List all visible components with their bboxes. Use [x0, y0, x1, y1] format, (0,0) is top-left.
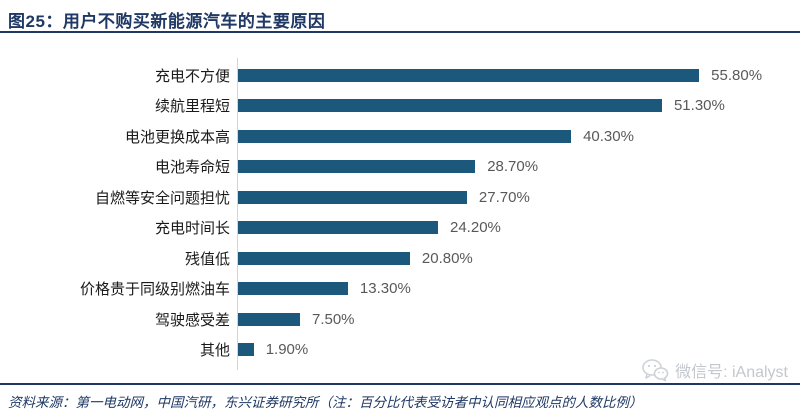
bar: [238, 160, 476, 174]
watermark: 微信号: iAnalyst: [641, 358, 788, 382]
category-label: 续航里程短: [154, 98, 230, 116]
category-label: 充电时间长: [154, 220, 230, 238]
bar-plot-area: 28.70%: [237, 152, 800, 183]
value-label: 55.80%: [711, 66, 763, 84]
bar-plot-area: 24.20%: [237, 213, 800, 244]
watermark-label: 微信号: iAnalyst: [675, 364, 788, 381]
bar-plot-area: 20.80%: [237, 243, 800, 274]
category-label: 其他: [199, 342, 230, 360]
bar-plot-area: 13.30%: [237, 274, 800, 305]
bar-row: 电池寿命短 28.70%: [0, 152, 800, 183]
category-label: 电池寿命短: [154, 159, 230, 177]
value-label: 28.70%: [487, 158, 539, 176]
bar: [238, 129, 572, 143]
bar: [238, 343, 254, 357]
category-label: 电池更换成本高: [124, 128, 230, 146]
bar-row: 价格贵于同级别燃油车 13.30%: [0, 274, 800, 305]
bar-row: 驾驶感受差 7.50%: [0, 304, 800, 335]
bar: [238, 282, 348, 296]
bar-plot-area: 55.80%: [237, 60, 800, 91]
bar-row: 自燃等安全问题担忧 27.70%: [0, 182, 800, 213]
bar-plot-area: 1.90%: [237, 335, 800, 366]
bar-row: 其他 1.90%: [0, 335, 800, 366]
bar-plot-area: 27.70%: [237, 182, 800, 213]
bar: [238, 99, 662, 113]
bar-row: 残值低 20.80%: [0, 243, 800, 274]
category-label: 自燃等安全问题担忧: [94, 189, 230, 207]
figure-header: 图25：用户不购买新能源汽车的主要原因: [0, 0, 800, 33]
bar: [238, 251, 410, 265]
value-label: 13.30%: [359, 280, 411, 298]
source-note: 资料来源：第一电动网，中国汽研，东兴证券研究所（注：百分比代表受访者中认同相应观…: [8, 395, 643, 410]
bar-plot-area: 40.30%: [237, 121, 800, 152]
value-label: 24.20%: [450, 219, 501, 237]
y-axis-line: [237, 58, 238, 370]
value-label: 51.30%: [673, 97, 725, 115]
footer: 资料来源：第一电动网，中国汽研，东兴证券研究所（注：百分比代表受访者中认同相应观…: [0, 383, 800, 414]
value-label: 40.30%: [583, 127, 634, 145]
category-label: 价格贵于同级别燃油车: [79, 281, 230, 299]
wechat-icon: [641, 358, 669, 382]
bar-row: 续航里程短 51.30%: [0, 91, 800, 122]
bar-row: 充电时间长 24.20%: [0, 213, 800, 244]
value-label: 27.70%: [478, 188, 530, 206]
bar: [238, 221, 438, 235]
value-label: 20.80%: [421, 249, 473, 267]
bar: [238, 68, 700, 82]
bar: [238, 312, 300, 326]
category-label: 驾驶感受差: [154, 311, 230, 329]
bar-plot-area: 51.30%: [237, 91, 800, 122]
bar-row: 充电不方便 55.80%: [0, 60, 800, 91]
bar-plot-area: 7.50%: [237, 304, 800, 335]
figure-title: 图25：用户不购买新能源汽车的主要原因: [8, 12, 326, 31]
category-label: 残值低: [184, 250, 230, 268]
value-label: 1.90%: [265, 341, 309, 359]
value-label: 7.50%: [311, 310, 355, 328]
bar-rows: 充电不方便 55.80% 续航里程短 51.30% 电池更换成本高 40.30% 电池寿命短…: [0, 60, 800, 365]
category-label: 充电不方便: [154, 67, 230, 85]
bar-row: 电池更换成本高 40.30%: [0, 121, 800, 152]
bar-chart: 充电不方便 55.80% 续航里程短 51.30% 电池更换成本高 40.30% 电池寿命短…: [0, 58, 800, 370]
bar: [238, 190, 467, 204]
